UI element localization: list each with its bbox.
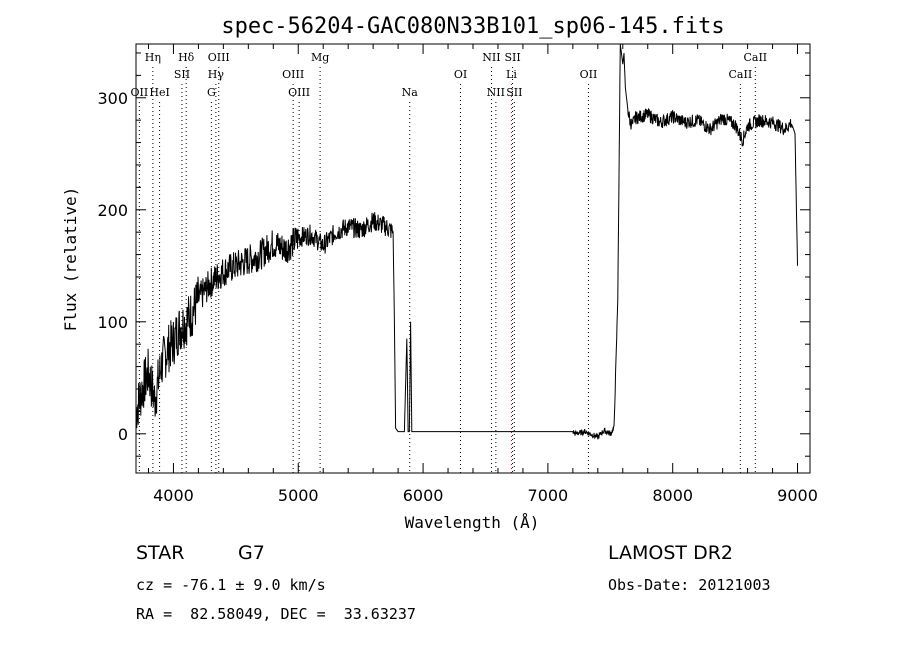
line-marker-label: G xyxy=(207,86,216,99)
line-marker-label: Li xyxy=(506,68,517,81)
plot-frame xyxy=(135,43,811,474)
line-marker-label: OIII xyxy=(288,86,310,99)
spectrum-series xyxy=(135,43,798,440)
x-tick-label: 4000 xyxy=(153,486,194,505)
coordinates: RA = 82.58049, DEC = 33.63237 xyxy=(136,605,416,623)
line-marker-label: CaII xyxy=(729,68,753,81)
line-marker-label: OIII xyxy=(208,51,230,64)
line-marker-label: Mg xyxy=(311,51,329,64)
survey-name: LAMOST DR2 xyxy=(608,542,733,564)
object-subclass: G7 xyxy=(238,542,265,564)
y-tick-label: 0 xyxy=(118,425,128,444)
spectrum-line xyxy=(135,43,798,440)
y-tick-label: 300 xyxy=(97,89,128,108)
observation-date: Obs-Date: 20121003 xyxy=(608,576,771,594)
x-tick-label: 7000 xyxy=(528,486,569,505)
chart-title: spec-56204-GAC080N33B101_sp06-145.fits xyxy=(221,14,724,39)
line-marker-label: OII xyxy=(131,86,149,99)
y-tick-label: 200 xyxy=(97,201,128,220)
line-marker-label: Hγ xyxy=(208,68,225,81)
x-tick-label: 6000 xyxy=(403,486,444,505)
line-marker-label: NII xyxy=(487,86,505,99)
y-axis-ticks: 0 100 200 300 xyxy=(97,52,810,457)
y-tick-label: 100 xyxy=(97,313,128,332)
line-marker-label: SII xyxy=(506,86,522,99)
object-class: STAR xyxy=(136,542,185,564)
line-marker-label: HeI xyxy=(149,86,169,99)
line-marker-label: CaII xyxy=(743,51,767,64)
redshift-velocity: cz = -76.1 ± 9.0 km/s xyxy=(136,576,326,594)
line-marker-label: OIII xyxy=(282,68,304,81)
y-axis-label: Flux (relative) xyxy=(61,187,80,332)
x-tick-label: 9000 xyxy=(777,486,818,505)
line-marker-label: Hδ xyxy=(178,51,195,64)
line-marker-label: SII xyxy=(174,68,190,81)
line-marker-label: Hη xyxy=(145,51,161,64)
x-axis-label: Wavelength (Å) xyxy=(405,513,540,532)
line-marker-label: NII xyxy=(482,51,500,64)
line-marker-label: OI xyxy=(454,68,467,81)
line-marker-label: Na xyxy=(402,86,419,99)
x-tick-label: 8000 xyxy=(652,486,693,505)
line-marker-label: SII xyxy=(504,51,520,64)
x-axis-ticks: 4000 5000 6000 7000 8000 9000 xyxy=(147,44,818,505)
x-tick-label: 5000 xyxy=(278,486,319,505)
line-marker-label: OII xyxy=(580,68,598,81)
